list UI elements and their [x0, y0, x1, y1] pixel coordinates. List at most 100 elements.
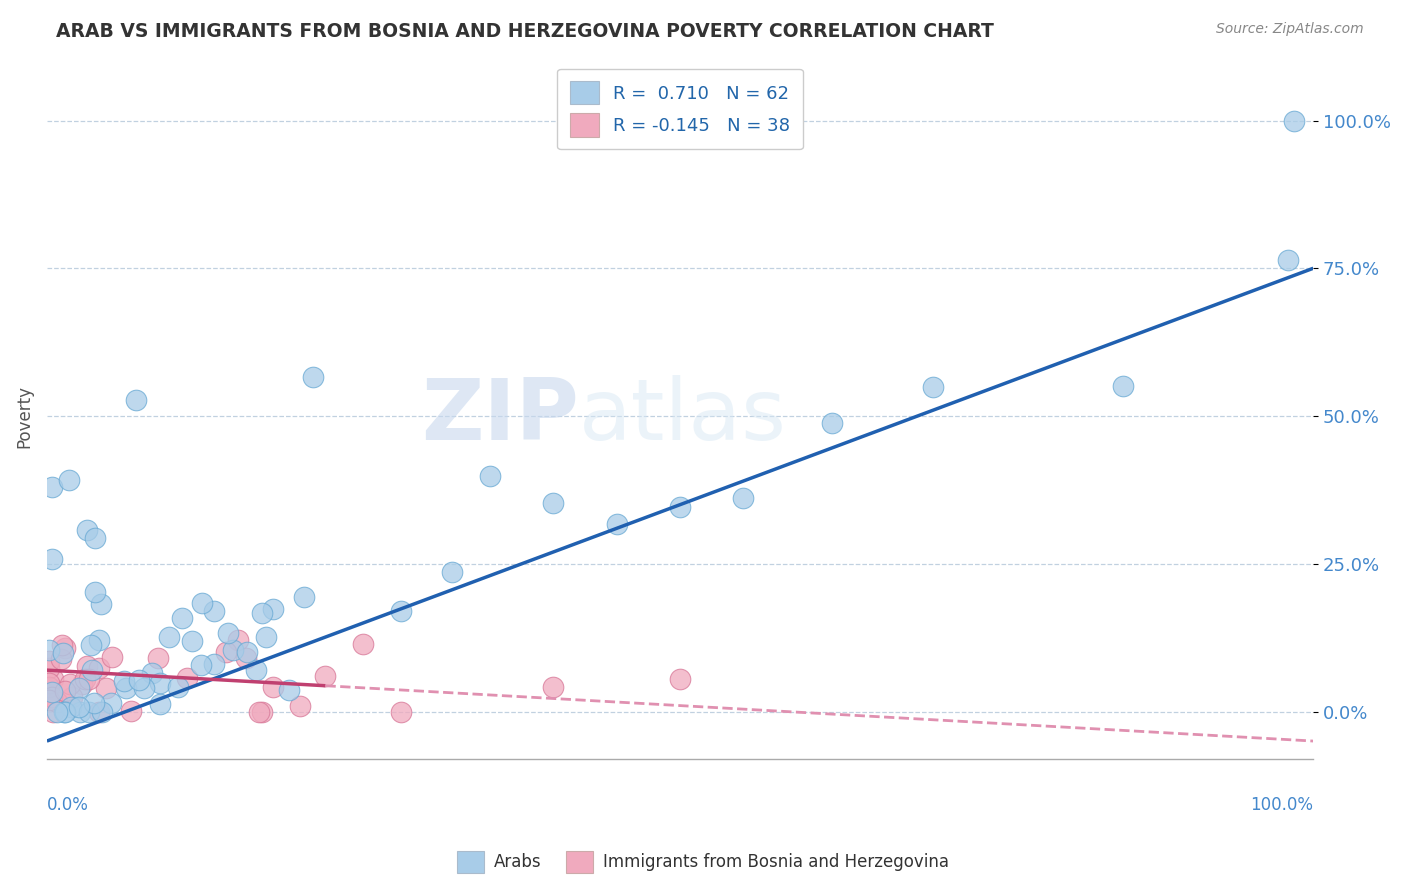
Point [112, 673, 135, 688]
Text: 100.0%: 100.0% [1250, 797, 1313, 814]
Point [125, 393, 148, 408]
Legend: R =  0.710   N = 62, R = -0.145   N = 38: R = 0.710 N = 62, R = -0.145 N = 38 [557, 69, 803, 149]
Point [38, 661, 60, 675]
Y-axis label: Poverty: Poverty [15, 384, 32, 448]
Point [80, 663, 103, 677]
Point [301, 370, 323, 384]
Legend: Arabs, Immigrants from Bosnia and Herzegovina: Arabs, Immigrants from Bosnia and Herzeg… [450, 845, 956, 880]
Point [53, 641, 76, 656]
Point [90, 597, 112, 611]
Point [250, 705, 273, 719]
Point [236, 645, 259, 659]
Point [479, 469, 502, 483]
Point [543, 496, 565, 510]
Point [1112, 379, 1135, 393]
Point [262, 602, 284, 616]
Point [46, 695, 69, 709]
Point [191, 596, 214, 610]
Point [58, 473, 80, 487]
Point [149, 675, 172, 690]
Point [70, 677, 93, 691]
Point [59, 676, 82, 690]
Point [53, 705, 76, 719]
Point [733, 491, 755, 506]
Point [91, 705, 114, 719]
Point [41, 552, 63, 566]
Point [115, 681, 138, 696]
Point [821, 417, 844, 431]
Point [100, 696, 122, 710]
Point [222, 642, 245, 657]
Point [543, 680, 565, 694]
Point [228, 633, 250, 648]
Point [128, 673, 150, 687]
Point [69, 705, 91, 719]
Point [391, 604, 413, 618]
Point [77, 672, 100, 686]
Point [235, 651, 257, 665]
Text: ARAB VS IMMIGRANTS FROM BOSNIA AND HERZEGOVINA POVERTY CORRELATION CHART: ARAB VS IMMIGRANTS FROM BOSNIA AND HERZE… [56, 22, 994, 41]
Point [94, 681, 117, 695]
Point [922, 380, 945, 394]
Point [76, 524, 98, 538]
Point [288, 699, 311, 714]
Point [80, 638, 103, 652]
Point [83, 696, 105, 710]
Point [38, 643, 60, 657]
Point [315, 669, 337, 683]
Point [202, 657, 225, 671]
Point [41, 705, 63, 719]
Point [38, 675, 60, 690]
Point [67, 681, 90, 696]
Point [100, 650, 122, 665]
Point [77, 705, 100, 719]
Point [262, 681, 284, 695]
Point [84, 531, 107, 545]
Point [59, 699, 82, 714]
Point [87, 705, 110, 719]
Point [391, 705, 413, 719]
Point [149, 698, 172, 712]
Point [669, 673, 692, 687]
Point [250, 606, 273, 620]
Text: 0.0%: 0.0% [46, 797, 89, 814]
Point [1277, 252, 1299, 267]
Point [87, 661, 110, 675]
Point [669, 500, 692, 514]
Point [170, 611, 193, 625]
Point [87, 633, 110, 648]
Point [353, 637, 375, 651]
Point [247, 705, 270, 719]
Point [217, 626, 239, 640]
Point [176, 671, 198, 685]
Point [84, 584, 107, 599]
Point [606, 517, 628, 532]
Point [245, 663, 267, 677]
Point [76, 658, 98, 673]
Point [132, 681, 155, 695]
Point [52, 705, 75, 719]
Point [41, 690, 63, 704]
Point [157, 630, 180, 644]
Point [1284, 113, 1306, 128]
Point [190, 657, 212, 672]
Point [67, 700, 90, 714]
Point [38, 680, 60, 694]
Point [51, 638, 73, 652]
Point [52, 646, 75, 660]
Point [38, 655, 60, 669]
Point [148, 651, 170, 665]
Point [53, 683, 76, 698]
Point [41, 685, 63, 699]
Point [41, 672, 63, 686]
Point [41, 480, 63, 494]
Point [180, 634, 202, 648]
Point [441, 565, 464, 579]
Text: Source: ZipAtlas.com: Source: ZipAtlas.com [1216, 22, 1364, 37]
Point [214, 645, 236, 659]
Text: ZIP: ZIP [420, 375, 579, 458]
Point [60, 690, 83, 704]
Point [45, 705, 67, 719]
Point [292, 591, 315, 605]
Point [202, 604, 225, 618]
